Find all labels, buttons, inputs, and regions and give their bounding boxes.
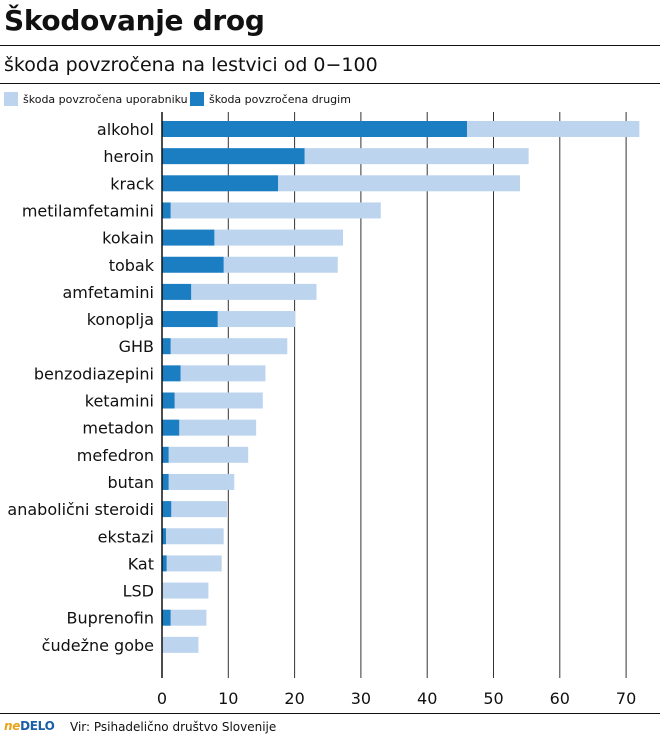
bar-uporabniku-19 (162, 636, 199, 653)
legend-item-user: škoda povzročena uporabniku (4, 92, 188, 107)
bar-uporabniku-13 (168, 473, 235, 490)
bar-drugim-13 (162, 473, 169, 490)
bar-uporabniku-1 (304, 148, 529, 165)
bar-uporabniku-8 (170, 338, 288, 355)
category-label: heroin (103, 147, 154, 166)
category-label: LSD (123, 582, 154, 601)
category-label: alkohol (97, 120, 154, 139)
x-tick-label: 30 (351, 689, 371, 708)
bar-uporabniku-17 (162, 582, 209, 599)
bar-uporabniku-0 (466, 121, 640, 137)
category-label: krack (110, 174, 154, 193)
bar-drugim-5 (162, 256, 224, 273)
category-label: tobak (109, 256, 155, 275)
bar-drugim-15 (162, 528, 166, 545)
x-tick-label: 70 (616, 689, 636, 708)
bar-drugim-16 (162, 555, 167, 572)
subtitle-divider (0, 83, 660, 84)
bar-uporabniku-12 (168, 446, 249, 463)
bar-drugim-18 (162, 609, 171, 626)
bar-drugim-8 (162, 338, 171, 355)
bar-uporabniku-6 (191, 283, 317, 300)
bar-uporabniku-18 (170, 609, 207, 626)
category-label: butan (107, 473, 154, 492)
bar-drugim-12 (162, 446, 169, 463)
logo-part-delo: DELO (20, 719, 55, 733)
bar-uporabniku-4 (214, 229, 343, 246)
category-label: benzodiazepini (34, 364, 154, 383)
x-tick-label: 0 (157, 689, 167, 708)
bar-drugim-6 (162, 283, 192, 300)
bar-drugim-14 (162, 501, 172, 518)
page-title: Škodovanje drog (4, 4, 265, 37)
bar-uporabniku-15 (165, 528, 224, 545)
x-tick-label: 50 (483, 689, 503, 708)
category-label: GHB (119, 337, 154, 356)
category-label: kokain (102, 229, 154, 248)
bar-uporabniku-7 (217, 311, 296, 328)
legend-label-user: škoda povzročena uporabniku (23, 93, 188, 106)
legend-swatch-others (190, 92, 204, 106)
x-tick-label: 10 (218, 689, 238, 708)
bar-uporabniku-14 (171, 501, 227, 518)
bar-uporabniku-16 (166, 555, 222, 572)
bar-uporabniku-10 (174, 392, 263, 409)
category-label: metilamfetamini (22, 201, 154, 220)
bar-drugim-7 (162, 311, 218, 328)
footer-divider (0, 713, 660, 714)
bar-uporabniku-9 (180, 365, 266, 382)
title-divider (0, 45, 660, 46)
x-tick-label: 40 (417, 689, 437, 708)
bar-drugim-3 (162, 202, 171, 219)
logo-part-ne: ne (4, 719, 21, 733)
bar-uporabniku-11 (179, 419, 257, 436)
bar-uporabniku-5 (223, 256, 338, 273)
bar-drugim-4 (162, 229, 215, 246)
nedelo-logo: neDELO (4, 719, 55, 733)
category-label: metadon (82, 419, 154, 438)
category-label: ekstazi (98, 527, 154, 546)
bar-drugim-10 (162, 392, 175, 409)
category-label: mefedron (77, 446, 154, 465)
legend-item-others: škoda povzročena drugim (190, 92, 351, 107)
source-note: Vir: Psihadelično društvo Slovenije (70, 720, 277, 734)
x-tick-label: 20 (284, 689, 304, 708)
category-label: konoplja (87, 310, 154, 329)
category-label: ketamini (85, 392, 154, 411)
bar-uporabniku-2 (278, 175, 521, 192)
bar-drugim-0 (162, 121, 467, 137)
category-label: Buprenofin (67, 609, 155, 628)
bar-drugim-9 (162, 365, 181, 382)
bar-drugim-1 (162, 148, 305, 165)
bar-uporabniku-3 (170, 202, 381, 219)
category-label: amfetamini (62, 283, 154, 302)
legend-label-others: škoda povzročena drugim (209, 93, 351, 106)
category-label: anabolični steroidi (7, 500, 154, 519)
chart-subtitle: škoda povzročena na lestvici od 0−100 (4, 54, 378, 76)
bar-drugim-2 (162, 175, 279, 192)
legend-swatch-user (4, 92, 18, 106)
category-label: Kat (128, 554, 154, 573)
bar-drugim-11 (162, 419, 180, 436)
x-tick-label: 60 (550, 689, 570, 708)
category-label: čudežne gobe (42, 636, 154, 655)
